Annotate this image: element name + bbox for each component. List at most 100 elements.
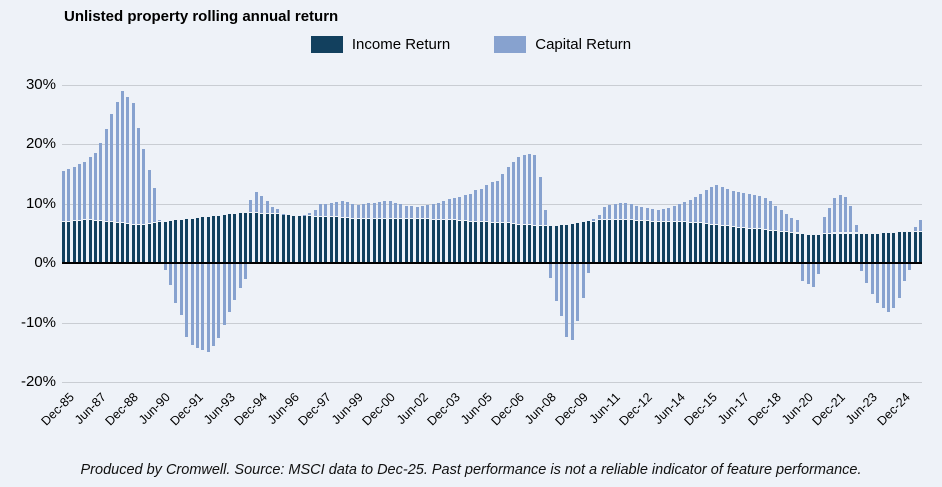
income-return-bar xyxy=(115,222,119,264)
capital-return-bar xyxy=(619,202,623,220)
income-return-bar xyxy=(67,221,71,264)
capital-return-bar xyxy=(254,191,258,213)
y-axis-tick: 20% xyxy=(25,135,56,153)
income-return-bar xyxy=(763,229,767,264)
chart-title: Unlisted property rolling annual return xyxy=(64,8,339,25)
legend-item-income: Income Return xyxy=(310,36,451,53)
income-return-bar xyxy=(592,222,596,264)
capital-return-bar xyxy=(844,196,847,233)
income-return-bar xyxy=(378,218,382,264)
income-return-bar xyxy=(860,233,864,264)
capital-return-bar xyxy=(447,199,451,220)
income-return-bar xyxy=(511,223,515,264)
capital-return-bar xyxy=(827,207,831,234)
income-return-bar xyxy=(211,216,215,264)
income-return-bar xyxy=(640,221,644,264)
capital-return-bar xyxy=(367,203,371,218)
capital-return-bar xyxy=(736,191,740,227)
income-return-bar xyxy=(608,220,612,264)
income-return-bar xyxy=(78,221,82,264)
capital-return-bar xyxy=(308,212,312,216)
income-return-bar xyxy=(485,222,489,264)
capital-return-bar xyxy=(244,264,248,280)
income-return-bar xyxy=(731,226,735,264)
capital-return-bar xyxy=(608,204,612,220)
capital-return-bar xyxy=(479,188,483,222)
income-return-bar xyxy=(586,221,590,264)
capital-return-bar xyxy=(699,193,703,223)
income-return-bar xyxy=(217,215,221,264)
capital-return-bar xyxy=(635,205,639,221)
income-return-bar xyxy=(104,221,108,264)
capital-return-bar xyxy=(774,205,778,231)
capital-return-bar xyxy=(410,206,414,218)
capital-return-bar xyxy=(335,202,339,217)
capital-return-bar xyxy=(436,202,440,219)
income-return-bar xyxy=(88,220,92,264)
income-return-bar xyxy=(249,213,253,264)
income-return-bar xyxy=(83,220,87,264)
legend-income-label: Income Return xyxy=(351,36,451,53)
capital-return-bar xyxy=(624,203,628,220)
income-return-bar xyxy=(324,216,328,264)
income-return-bar xyxy=(163,221,167,264)
income-return-bar xyxy=(313,216,317,264)
capital-return-bar xyxy=(378,202,382,218)
income-return-bar xyxy=(602,220,606,264)
legend: Income Return Capital Return xyxy=(0,36,942,53)
y-axis-tick: -20% xyxy=(20,373,56,390)
income-return-bar xyxy=(838,233,842,264)
capital-return-bar xyxy=(153,188,157,223)
capital-return-bar xyxy=(179,264,183,315)
income-return-bar xyxy=(126,223,130,264)
income-return-bar xyxy=(881,232,885,264)
capital-return-bar xyxy=(511,162,515,223)
income-return-bar xyxy=(865,233,869,264)
income-return-bar xyxy=(876,233,880,264)
income-return-bar xyxy=(817,234,821,264)
income-return-bar xyxy=(297,216,301,264)
capital-return-bar xyxy=(806,264,810,285)
capital-return-bar xyxy=(169,264,173,285)
capital-return-bar xyxy=(822,216,826,234)
income-return-bar xyxy=(136,224,140,264)
income-return-bar xyxy=(844,233,847,264)
capital-return-bar xyxy=(565,264,569,338)
income-return-bar xyxy=(651,221,655,264)
capital-return-bar xyxy=(217,264,221,339)
capital-return-bar xyxy=(838,194,842,233)
capital-return-bar xyxy=(876,264,880,303)
gridline xyxy=(62,382,922,383)
capital-return-bar xyxy=(592,218,596,222)
capital-return-bar xyxy=(474,190,478,221)
capital-return-bar xyxy=(104,128,108,221)
income-return-bar xyxy=(517,224,521,264)
capital-return-bar xyxy=(88,157,92,220)
income-return-bar xyxy=(752,228,756,264)
capital-return-bar xyxy=(67,169,71,221)
capital-return-bar xyxy=(811,264,815,288)
income-return-bar xyxy=(720,225,724,264)
income-return-bar xyxy=(779,231,783,264)
capital-return-bar xyxy=(83,162,87,220)
capital-return-bar xyxy=(897,264,901,299)
income-return-bar xyxy=(854,233,858,264)
income-return-bar xyxy=(410,218,414,264)
capital-return-bar xyxy=(560,264,564,316)
capital-return-bar xyxy=(99,142,103,221)
capital-return-bar xyxy=(233,264,237,300)
capital-return-bar xyxy=(683,202,687,222)
income-return-bar xyxy=(270,214,274,264)
income-return-bar xyxy=(94,221,98,264)
capital-return-bar xyxy=(656,209,660,221)
income-return-bar xyxy=(276,214,280,264)
capital-return-bar xyxy=(640,206,644,221)
capital-return-bar xyxy=(742,193,746,228)
income-return-bar xyxy=(795,233,799,264)
capital-return-bar xyxy=(495,180,499,222)
income-return-bar xyxy=(742,228,746,264)
capital-return-bar xyxy=(158,220,162,222)
income-return-bar xyxy=(506,223,510,264)
capital-return-bar xyxy=(720,186,724,225)
capital-return-bar xyxy=(147,169,151,223)
